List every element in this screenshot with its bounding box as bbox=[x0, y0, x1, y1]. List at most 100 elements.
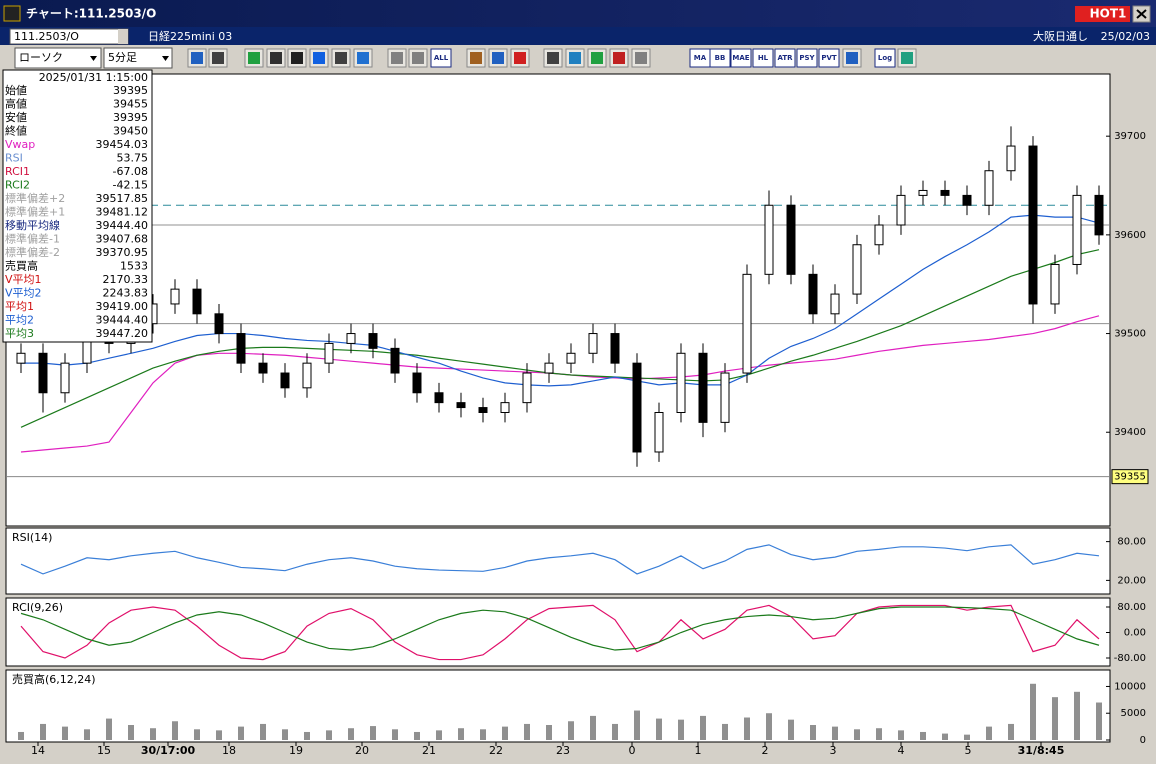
candle-body bbox=[874, 224, 884, 246]
toolbar-icon bbox=[569, 52, 581, 64]
x-tick-label: 23 bbox=[556, 744, 570, 757]
toolbar-icon bbox=[470, 52, 482, 64]
toolbar-button[interactable] bbox=[730, 48, 752, 68]
info-value: 39444.40 bbox=[96, 219, 149, 232]
x-tick-label: 2 bbox=[762, 744, 769, 757]
symbol: 111.2503/O bbox=[14, 30, 79, 43]
x-tick-label: 15 bbox=[97, 744, 111, 757]
candle-body bbox=[170, 288, 180, 305]
volume-bar bbox=[854, 729, 860, 740]
candle-body bbox=[610, 333, 620, 364]
volume-bar bbox=[986, 726, 992, 740]
volume-bar bbox=[282, 729, 288, 740]
info-label: 標準偏差+2 bbox=[5, 191, 65, 205]
x-tick-label: 31/8:45 bbox=[1018, 744, 1065, 757]
candle-body bbox=[368, 333, 378, 349]
candle-body bbox=[852, 244, 862, 295]
instrument-name: 日経225mini 03 bbox=[148, 30, 232, 43]
chart-type-select[interactable] bbox=[14, 47, 102, 69]
dropdown-arrow bbox=[162, 56, 169, 61]
dropdown[interactable] bbox=[118, 29, 128, 44]
candle-body bbox=[918, 189, 928, 196]
volume-bar bbox=[546, 725, 552, 740]
candle-body bbox=[302, 362, 312, 389]
hot-button[interactable] bbox=[1075, 6, 1130, 22]
info-label: 標準偏差+1 bbox=[5, 205, 65, 219]
toolbar-label: MA bbox=[694, 54, 707, 62]
volume-bar bbox=[128, 725, 134, 740]
candle-body bbox=[1050, 263, 1060, 305]
candle-body bbox=[16, 352, 26, 364]
x-tick-label: 22 bbox=[489, 744, 503, 757]
candle-body bbox=[742, 273, 752, 374]
volume-bar bbox=[1052, 697, 1058, 740]
x-tick-label: 1 bbox=[695, 744, 702, 757]
info-label: 始値 bbox=[5, 83, 27, 97]
toolbar-icon bbox=[591, 52, 603, 64]
toolbar-label: HL bbox=[758, 54, 769, 62]
volume-bar bbox=[458, 728, 464, 740]
info-timestamp: 2025/01/31 1:15:00 bbox=[39, 71, 148, 84]
volume-bar bbox=[392, 729, 398, 740]
y-tick-label: 39500 bbox=[1114, 329, 1146, 340]
price-panel bbox=[5, 73, 1111, 527]
toolbar-button[interactable] bbox=[709, 48, 731, 68]
info-label: 平均3 bbox=[5, 327, 34, 340]
candle-body bbox=[60, 362, 70, 394]
candle-body bbox=[896, 194, 906, 226]
toolbar-button[interactable] bbox=[818, 48, 840, 68]
toolbar-button[interactable] bbox=[752, 48, 774, 68]
close-icon bbox=[1136, 9, 1147, 19]
toolbar-label: Log bbox=[878, 54, 892, 62]
x-tick-label: 18 bbox=[222, 744, 236, 757]
info-value: 39395 bbox=[113, 111, 148, 124]
toolbar-button[interactable] bbox=[774, 48, 796, 68]
price-box bbox=[1111, 469, 1149, 485]
volume-bar bbox=[194, 729, 200, 740]
toolbar-button[interactable] bbox=[430, 48, 452, 68]
y-tick-label: 0.00 bbox=[1124, 628, 1146, 639]
x-tick-label: 5 bbox=[965, 744, 972, 757]
panel-title: RCI(9,26) bbox=[12, 601, 63, 614]
volume-bar bbox=[84, 729, 90, 740]
toolbar-label: BB bbox=[715, 54, 726, 62]
volume-bar bbox=[304, 731, 310, 740]
app-icon bbox=[3, 5, 21, 22]
interval-select[interactable] bbox=[103, 47, 173, 69]
indicator-line bbox=[20, 249, 1100, 428]
volume-bar bbox=[810, 725, 816, 740]
info-label: 売買高 bbox=[5, 259, 38, 273]
y-tick-label: 5000 bbox=[1121, 708, 1146, 719]
candle-body bbox=[698, 352, 708, 423]
x-tick-label: 0 bbox=[629, 744, 636, 757]
volume-bar bbox=[326, 730, 332, 740]
volume-bar bbox=[18, 731, 24, 740]
x-tick-label: 20 bbox=[355, 744, 369, 757]
date: 25/02/03 bbox=[1101, 30, 1150, 43]
volume-bar bbox=[502, 726, 508, 740]
volume-bar bbox=[722, 723, 728, 740]
candle-body bbox=[632, 362, 642, 453]
toolbar-icon bbox=[901, 52, 913, 64]
candle-body bbox=[38, 352, 48, 394]
info-label: 標準偏差-1 bbox=[5, 232, 60, 246]
volume-bar bbox=[524, 723, 530, 740]
volume-bar bbox=[568, 721, 574, 740]
toolbar-button[interactable] bbox=[796, 48, 818, 68]
x-tick-label: 4 bbox=[898, 744, 905, 757]
candle-body bbox=[720, 372, 730, 423]
interval: 5分足 bbox=[108, 51, 137, 64]
candle-body bbox=[676, 352, 686, 413]
info-label: 標準偏差-2 bbox=[5, 245, 60, 259]
y-tick-label: 39400 bbox=[1114, 427, 1146, 438]
candle-body bbox=[390, 347, 400, 374]
info-label: 高値 bbox=[5, 97, 27, 111]
toolbar-button[interactable] bbox=[874, 48, 896, 68]
info-label: 平均2 bbox=[5, 314, 34, 327]
toolbar-icon bbox=[514, 52, 526, 64]
volume-bar bbox=[414, 731, 420, 740]
info-box bbox=[2, 69, 153, 343]
indicator-line bbox=[21, 214, 1100, 387]
candle-body bbox=[984, 170, 994, 206]
